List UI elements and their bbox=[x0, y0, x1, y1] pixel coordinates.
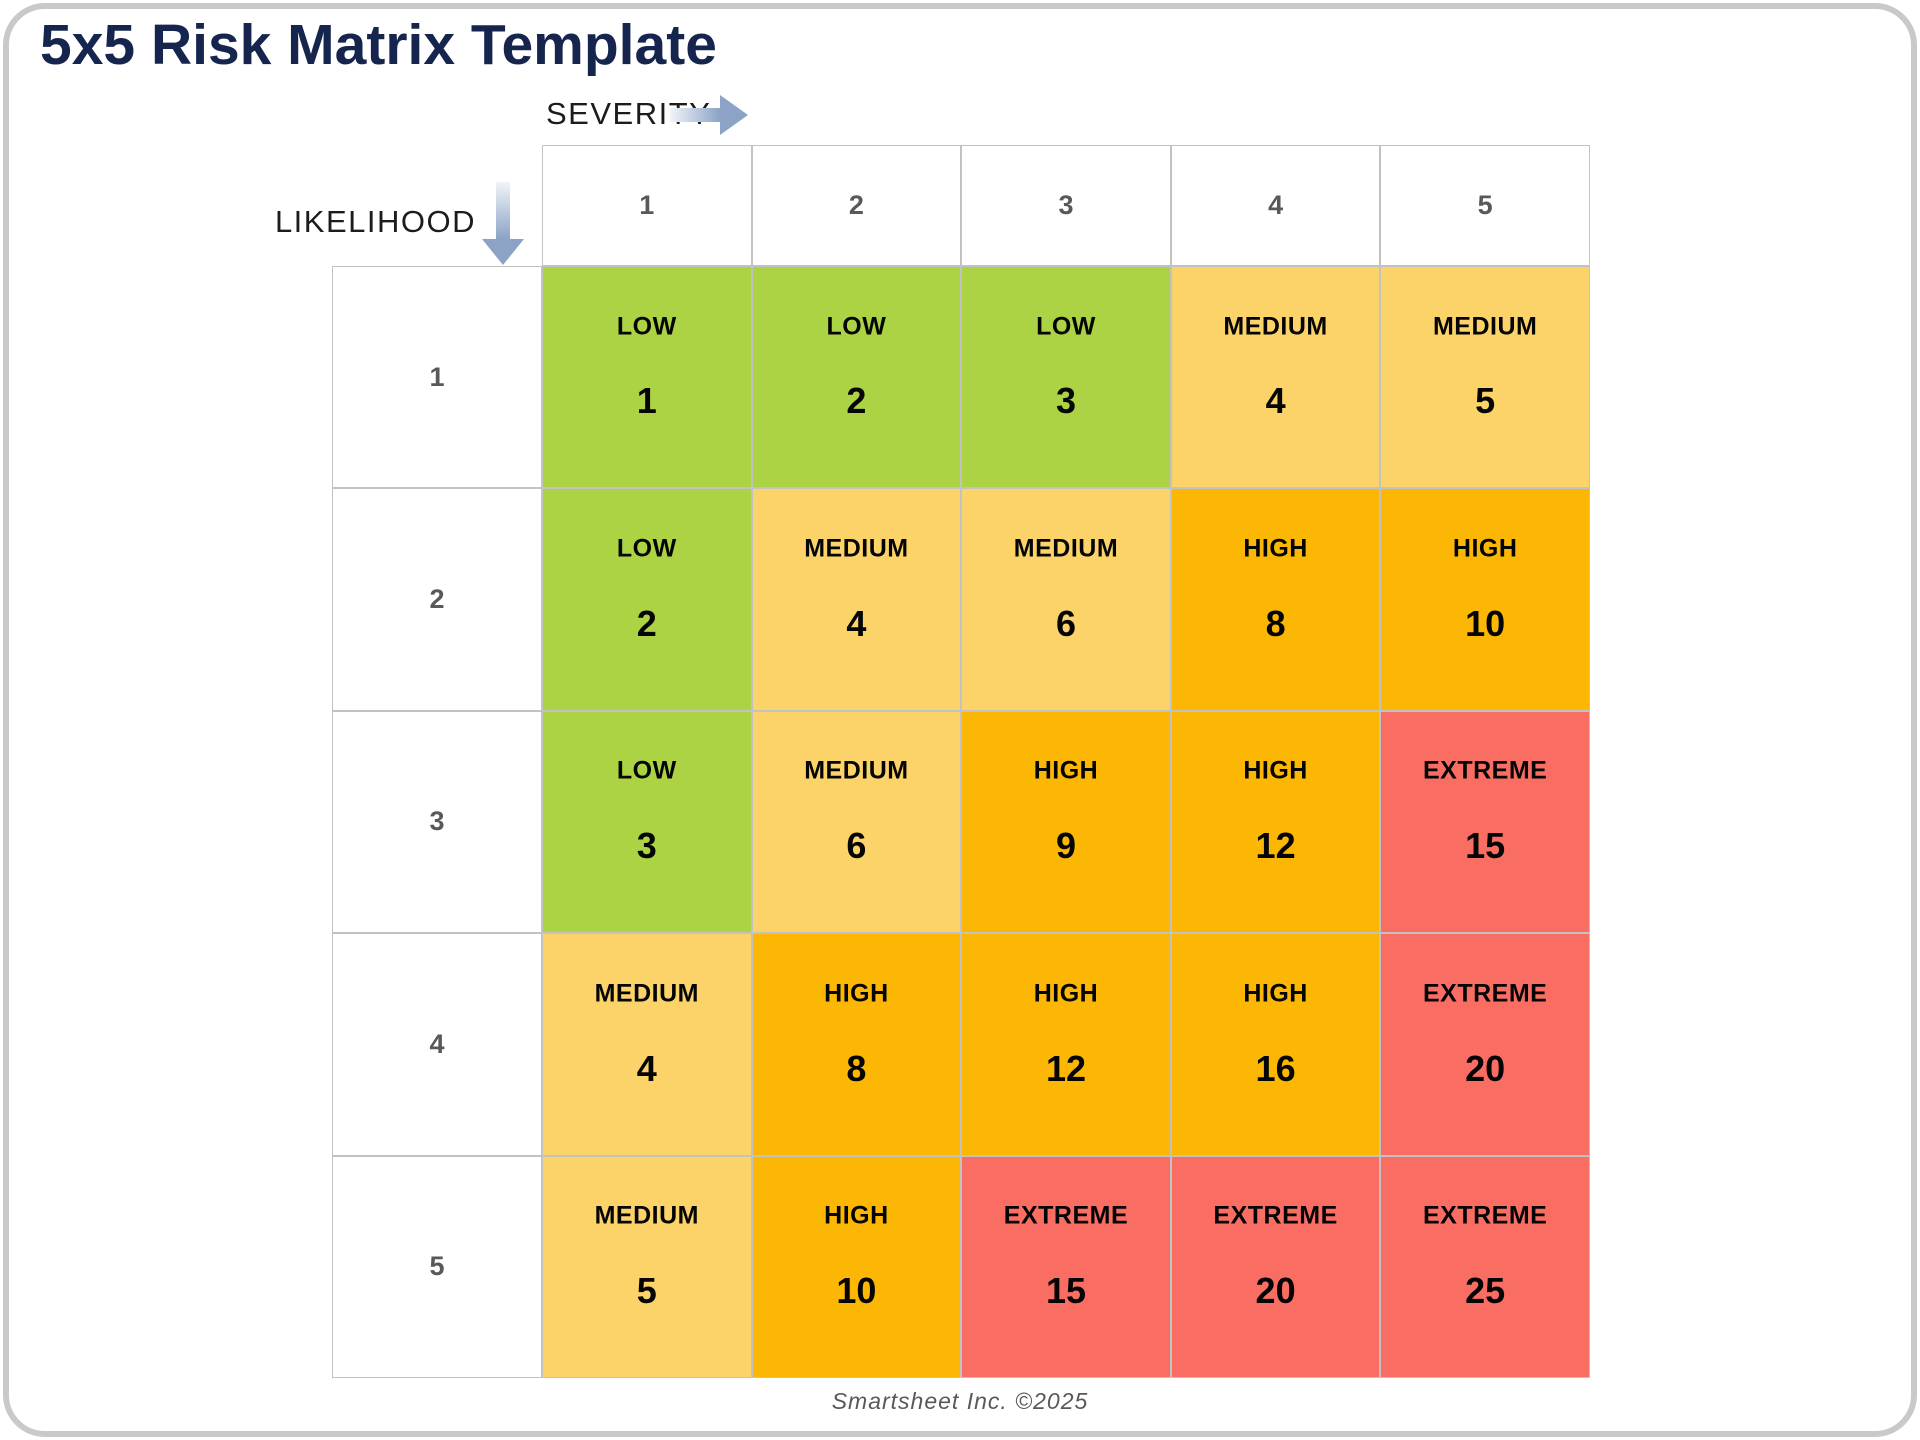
risk-cell-high-10: HIGH 10 bbox=[1380, 488, 1590, 711]
likelihood-header-cell: 1 bbox=[332, 266, 542, 489]
risk-cell-extreme-20: EXTREME 20 bbox=[1380, 933, 1590, 1156]
severity-header-cell: 3 bbox=[961, 145, 1171, 266]
risk-score-value: 8 bbox=[846, 1047, 867, 1089]
risk-cell-high-9: HIGH 9 bbox=[961, 710, 1171, 934]
risk-cell-extreme-20: EXTREME 20 bbox=[1170, 1155, 1381, 1378]
risk-score-value: 20 bbox=[1255, 1270, 1296, 1311]
risk-score-value: 16 bbox=[1255, 1047, 1296, 1089]
likelihood-header-cell: 2 bbox=[332, 488, 542, 711]
risk-level-label: LOW bbox=[616, 756, 677, 785]
risk-level-label: MEDIUM bbox=[804, 756, 909, 785]
copyright-footer: Smartsheet Inc. ©2025 bbox=[831, 1388, 1089, 1414]
risk-cell-high-12: HIGH 12 bbox=[1170, 710, 1381, 934]
risk-score-value: 12 bbox=[1045, 1047, 1087, 1089]
risk-level-label: HIGH bbox=[1033, 979, 1099, 1008]
risk-level-label: EXTREME bbox=[1422, 756, 1548, 785]
risk-level-label: EXTREME bbox=[1213, 1201, 1338, 1230]
risk-cell-medium-6: MEDIUM 6 bbox=[751, 710, 962, 934]
risk-score-value: 12 bbox=[1255, 825, 1296, 867]
risk-cell-low-2: LOW 2 bbox=[751, 266, 962, 489]
likelihood-header-cell: 4 bbox=[332, 933, 542, 1156]
risk-score-value: 5 bbox=[636, 1270, 657, 1311]
risk-score-value: 4 bbox=[1265, 380, 1286, 422]
risk-level-label: LOW bbox=[1036, 312, 1096, 340]
risk-level-label: HIGH bbox=[1243, 756, 1308, 785]
risk-cell-medium-6: MEDIUM 6 bbox=[961, 488, 1171, 711]
risk-score-value: 25 bbox=[1465, 1270, 1506, 1311]
risk-level-label: HIGH bbox=[1243, 534, 1308, 563]
severity-header-cell: 5 bbox=[1380, 145, 1590, 266]
risk-cell-low-1: LOW 1 bbox=[542, 266, 752, 489]
risk-cell-high-10: HIGH 10 bbox=[751, 1155, 962, 1378]
risk-score-value: 4 bbox=[846, 602, 867, 644]
matrix-corner-spacer bbox=[332, 145, 542, 266]
risk-cell-low-3: LOW 3 bbox=[542, 710, 752, 934]
risk-level-label: LOW bbox=[616, 312, 677, 340]
risk-level-label: HIGH bbox=[1243, 979, 1308, 1008]
risk-level-label: HIGH bbox=[824, 1201, 889, 1230]
risk-score-value: 10 bbox=[1465, 602, 1506, 644]
likelihood-arrow-down-icon bbox=[482, 182, 524, 266]
risk-score-value: 8 bbox=[1265, 602, 1286, 644]
risk-cell-high-8: HIGH 8 bbox=[751, 933, 962, 1156]
risk-score-value: 9 bbox=[1055, 825, 1076, 867]
risk-score-value: 6 bbox=[1055, 602, 1076, 644]
page-title: 5x5 Risk Matrix Template bbox=[40, 13, 717, 77]
severity-header-cell: 1 bbox=[542, 145, 752, 266]
risk-level-label: MEDIUM bbox=[1432, 312, 1538, 340]
risk-level-label: HIGH bbox=[1033, 756, 1099, 785]
risk-level-label: EXTREME bbox=[1003, 1201, 1129, 1230]
risk-score-value: 2 bbox=[846, 380, 867, 422]
risk-level-label: MEDIUM bbox=[1013, 534, 1119, 563]
risk-level-label: EXTREME bbox=[1422, 979, 1548, 1008]
risk-cell-high-16: HIGH 16 bbox=[1170, 933, 1381, 1156]
likelihood-axis-label: LIKELIHOOD bbox=[274, 204, 476, 239]
risk-cell-extreme-15: EXTREME 15 bbox=[961, 1155, 1171, 1378]
likelihood-header-cell: 3 bbox=[332, 710, 542, 934]
risk-score-value: 20 bbox=[1465, 1047, 1506, 1089]
risk-cell-medium-4: MEDIUM 4 bbox=[1170, 266, 1381, 489]
severity-header-cell: 4 bbox=[1170, 145, 1381, 266]
risk-matrix-grid: 1 2 3 4 5 1 LOW 1 LOW 2 LOW 3 MEDIUM 4 MEDIUM 5 2 LOW 2 MED… bbox=[332, 145, 1590, 1378]
risk-cell-medium-4: MEDIUM 4 bbox=[542, 933, 752, 1156]
risk-score-value: 3 bbox=[1055, 380, 1076, 422]
risk-score-value: 15 bbox=[1045, 1270, 1087, 1311]
likelihood-header-cell: 5 bbox=[332, 1155, 542, 1378]
risk-score-value: 2 bbox=[636, 602, 657, 644]
risk-cell-medium-5: MEDIUM 5 bbox=[542, 1155, 752, 1378]
risk-level-label: MEDIUM bbox=[594, 979, 699, 1008]
risk-level-label: LOW bbox=[826, 312, 887, 340]
risk-cell-high-8: HIGH 8 bbox=[1170, 488, 1381, 711]
risk-score-value: 10 bbox=[836, 1270, 877, 1311]
risk-cell-medium-5: MEDIUM 5 bbox=[1380, 266, 1590, 489]
risk-level-label: HIGH bbox=[1452, 534, 1518, 563]
risk-cell-low-2: LOW 2 bbox=[542, 488, 752, 711]
risk-level-label: HIGH bbox=[824, 979, 889, 1008]
risk-cell-medium-4: MEDIUM 4 bbox=[751, 488, 962, 711]
risk-score-value: 1 bbox=[636, 380, 657, 422]
risk-level-label: MEDIUM bbox=[804, 534, 909, 563]
risk-score-value: 5 bbox=[1475, 380, 1496, 422]
risk-cell-extreme-15: EXTREME 15 bbox=[1380, 710, 1590, 934]
risk-cell-low-3: LOW 3 bbox=[961, 266, 1171, 489]
severity-header-cell: 2 bbox=[751, 145, 962, 266]
risk-score-value: 6 bbox=[846, 825, 867, 867]
risk-cell-high-12: HIGH 12 bbox=[961, 933, 1171, 1156]
risk-score-value: 15 bbox=[1465, 825, 1506, 867]
risk-score-value: 3 bbox=[636, 825, 657, 867]
risk-cell-extreme-25: EXTREME 25 bbox=[1380, 1155, 1590, 1378]
risk-score-value: 4 bbox=[636, 1047, 657, 1089]
risk-level-label: EXTREME bbox=[1422, 1201, 1548, 1230]
risk-level-label: LOW bbox=[616, 534, 677, 563]
risk-level-label: MEDIUM bbox=[594, 1201, 699, 1230]
risk-level-label: MEDIUM bbox=[1223, 312, 1328, 340]
severity-arrow-right-icon bbox=[670, 95, 750, 135]
